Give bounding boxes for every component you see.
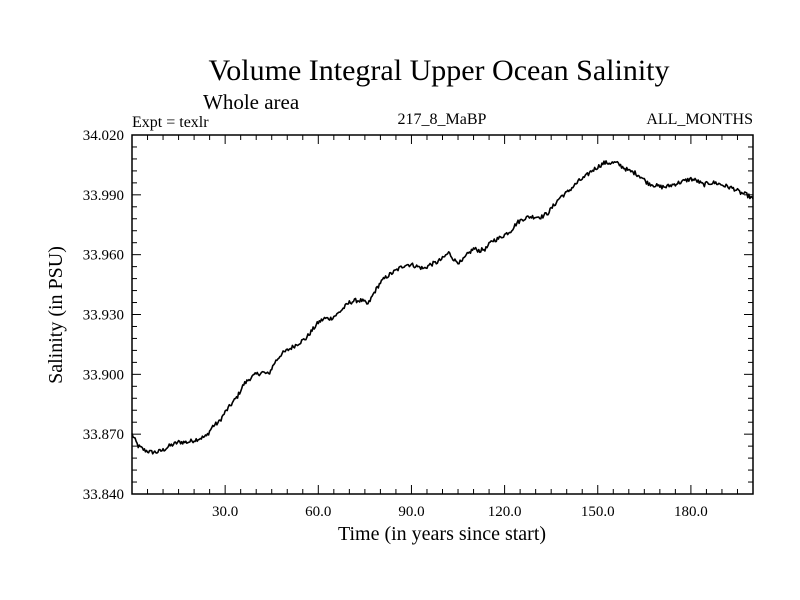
y-axis-label: Salinity (in PSU) <box>45 246 67 384</box>
months-label: ALL_MONTHS <box>646 111 753 128</box>
chart-subtitle: Whole area <box>203 90 300 114</box>
x-tick-labels: 30.0 60.0 90.0 120.0 150.0 180.0 <box>212 504 708 520</box>
y-tick-labels: 33.840 33.870 33.900 33.930 33.960 33.990 34.0… <box>83 128 124 503</box>
x-tick-label: 30.0 <box>212 504 238 520</box>
axis-ticks <box>132 135 753 494</box>
y-tick-label: 33.930 <box>83 308 124 324</box>
chart-title: Volume Integral Upper Ocean Salinity <box>209 54 670 87</box>
plot-frame <box>131 134 754 495</box>
y-tick-label: 33.840 <box>83 487 124 503</box>
y-tick-label: 33.900 <box>83 367 124 383</box>
y-tick-label: 33.960 <box>83 248 124 264</box>
x-tick-label: 120.0 <box>488 504 522 520</box>
x-tick-label: 150.0 <box>581 504 615 520</box>
x-tick-label: 180.0 <box>674 504 708 520</box>
x-tick-label: 60.0 <box>305 504 331 520</box>
y-tick-label: 33.990 <box>83 188 124 204</box>
x-axis-label: Time (in years since start) <box>338 523 546 545</box>
x-tick-label: 90.0 <box>398 504 424 520</box>
series-group <box>131 160 754 455</box>
y-tick-label: 34.020 <box>83 128 124 144</box>
y-tick-label: 33.870 <box>83 427 124 443</box>
series-line-salinity <box>131 160 754 455</box>
experiment-label: Expt = texlr <box>132 114 209 131</box>
run-label: 217_8_MaBP <box>398 111 487 128</box>
